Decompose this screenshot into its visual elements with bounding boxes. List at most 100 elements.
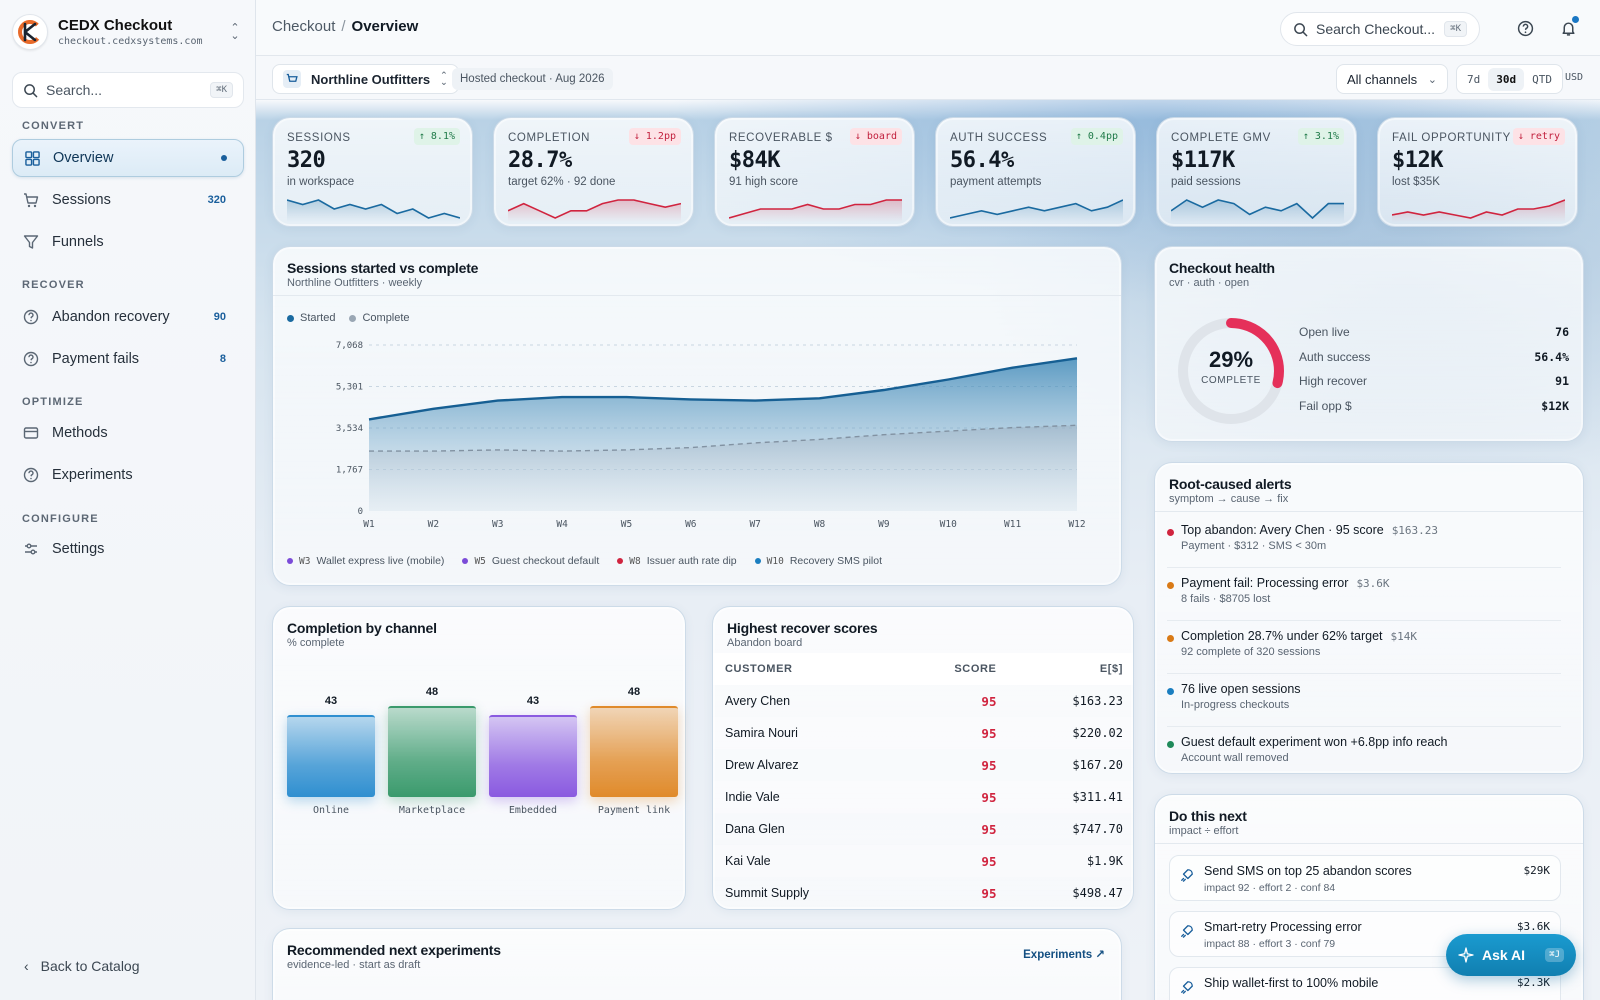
kpi-value: 28.7% [508,148,572,173]
kpi-label: RECOVERABLE $ [729,132,833,144]
global-search-input[interactable]: Search Checkout... ⌘K [1280,12,1480,46]
alert-item[interactable]: 76 live open sessions In-progress checkou… [1155,682,1573,727]
alert-item[interactable]: Payment fail: Processing error $3.6K 8 fai… [1155,576,1573,621]
checkout-health-title: Checkout health [1169,260,1275,276]
alert-severity-dot [1167,741,1174,748]
alert-title-row: Payment fail: Processing error $3.6K [1181,576,1573,590]
kpi-subtext: paid sessions [1171,176,1241,188]
sidebar-item-sessions[interactable]: Sessions 320 [12,181,244,219]
range-option-7d[interactable]: 7d [1467,72,1481,86]
grid-icon [23,149,41,167]
bar-embedded[interactable] [489,715,577,797]
sidebar-item-payment-fails[interactable]: Payment fails 8 [12,340,244,378]
bar-marketplace[interactable] [388,705,476,797]
next-action-item[interactable]: Send SMS on top 25 abandon scores impact … [1169,855,1561,901]
sidebar-item-count: 320 [207,194,226,206]
event-w10[interactable]: W10 Recovery SMS pilot [754,555,882,567]
help-icon[interactable] [1515,18,1535,38]
customer-cell: Samira Nouri [713,717,897,749]
currency-label[interactable]: USD [1565,72,1584,83]
alert-severity-dot [1167,582,1174,589]
breadcrumb-root[interactable]: Checkout [272,18,336,35]
experiments-link[interactable]: Experiments ↗ [1023,949,1105,961]
range-option-30d[interactable]: 30d [1488,67,1525,91]
customer-cell: Drew Alvarez [725,758,799,772]
sidebar-item-label: Experiments [52,467,133,483]
table-row[interactable]: Avery Chen 95 $163.23 [713,685,1133,717]
store-selector[interactable]: Northline Outfitters ⌃ ⌄ [272,64,459,94]
channel-chart-card: Completion by channel % complete 43 Onlin… [272,606,686,910]
column-header-customer[interactable]: CUSTOMER [713,653,897,685]
bar-value-label: 43 [324,695,338,708]
alert-item[interactable]: Guest default experiment won +6.8pp info… [1155,735,1573,764]
range-option-qtd[interactable]: QTD [1532,72,1552,86]
kpi-trend-badge: ↓ 1.2pp [628,128,681,145]
sidebar-search-input[interactable]: Search... ⌘K [12,72,244,108]
x-tick-label: W1 [363,519,375,530]
alert-divider [1167,673,1561,674]
event-w5[interactable]: W5 Guest checkout default [462,555,599,567]
event-w3[interactable]: W3 Wallet express live (mobile) [287,555,444,567]
back-to-catalog-link[interactable]: ‹ Back to Catalog [24,958,140,974]
bar-category-label: Marketplace [398,805,466,816]
kpi-card-fail-opportunity[interactable]: FAIL OPPORTUNITY ↓ retry $12K lost $35K [1377,117,1578,227]
table-row[interactable]: Drew Alvarez 95 $167.20 [713,749,1133,781]
back-to-catalog-label: Back to Catalog [40,958,140,974]
workspace-switcher[interactable]: CEDX Checkout checkout.cedxsystems.com ⌃… [12,12,244,52]
kpi-card-auth-success[interactable]: AUTH SUCCESS ↑ 0.4pp 56.4% payment attempts [935,117,1136,227]
expected-value-cell: $167.20 [1072,758,1123,772]
alert-divider [1167,726,1561,727]
kpi-card-completion[interactable]: COMPLETION ↓ 1.2pp 28.7% target 62% · 92 do… [493,117,694,227]
event-w8[interactable]: W8 Issuer auth rate dip [617,555,737,567]
sidebar-item-abandon-recovery[interactable]: Abandon recovery 90 [12,298,244,336]
score-cell: 95 [981,757,997,773]
sidebar-item-count: 8 [219,353,226,365]
kpi-value: 56.4% [950,148,1014,173]
column-header-score[interactable]: SCORE [896,653,1009,685]
y-tick-label: 3,534 [336,424,363,434]
sidebar-item-experiments[interactable]: Experiments [12,456,244,494]
brand-name: CEDX Checkout [58,17,173,34]
alert-detail: In-progress checkouts [1181,699,1290,711]
table-row[interactable]: Samira Nouri 95 $220.02 [713,717,1133,749]
alert-severity-dot [1167,635,1174,642]
table-row[interactable]: Dana Glen 95 $747.70 [713,813,1133,845]
sparkline-line [950,199,1123,219]
sidebar-item-settings[interactable]: Settings [12,530,244,568]
breadcrumb-separator: / [341,18,346,35]
next-action-item[interactable]: Ship wallet-first to 100% mobile $2.3K [1169,967,1561,1000]
sidebar-item-funnels[interactable]: Funnels [12,223,244,261]
alert-title: Guest default experiment won +6.8pp info… [1181,735,1448,749]
alert-item[interactable]: Top abandon: Avery Chen · 95 score $163.2… [1155,523,1573,568]
bar-payment-link[interactable] [590,705,678,797]
legend-label-started: Started [300,312,336,324]
x-tick-label: W8 [814,519,826,530]
channel-select[interactable]: All channels ⌄ [1336,64,1448,94]
bar-online[interactable] [287,715,375,797]
do-this-next-title: Do this next [1169,808,1247,824]
bell-icon[interactable] [1558,16,1579,38]
alert-item[interactable]: Completion 28.7% under 62% target $14K 92 … [1155,629,1573,674]
kpi-subtext: 91 high score [729,176,799,188]
x-tick-label: W12 [1068,519,1085,530]
sidebar-item-overview[interactable]: Overview [12,139,244,177]
table-row[interactable]: Indie Vale 95 $311.41 [713,781,1133,813]
channel-chart-subtitle: % complete [287,637,345,649]
chevron-updown-icon: ⌃ ⌄ [230,22,240,42]
nav-section-configure: CONFIGURE [22,513,99,525]
legend-label-complete: Complete [362,312,410,324]
column-header-expected-value[interactable]: E[$] [1008,653,1133,685]
kpi-card-sessions[interactable]: SESSIONS ↑ 8.1% 320 in workspace [272,117,473,227]
experiments-subtitle: evidence-led · start as draft [287,959,421,971]
next-action-title: Smart-retry Processing error [1204,920,1362,934]
next-action-value: $2.3K [1516,976,1550,989]
date-range-toggle: 7d 30d QTD [1456,64,1563,94]
table-row[interactable]: Summit Supply 95 $498.47 [713,877,1133,909]
ask-ai-button[interactable]: Ask AI ⌘J [1446,934,1576,976]
started-series-line [368,357,1078,421]
table-row[interactable]: Kai Vale 95 $1.9K [713,845,1133,877]
x-tick-label: W11 [1004,519,1021,530]
kpi-card-recoverable[interactable]: RECOVERABLE $ ↓ board $84K 91 high score [714,117,915,227]
kpi-card-complete-gmv[interactable]: COMPLETE GMV ↑ 3.1% $117K paid sessions [1156,117,1357,227]
sidebar-item-methods[interactable]: Methods [12,414,244,452]
